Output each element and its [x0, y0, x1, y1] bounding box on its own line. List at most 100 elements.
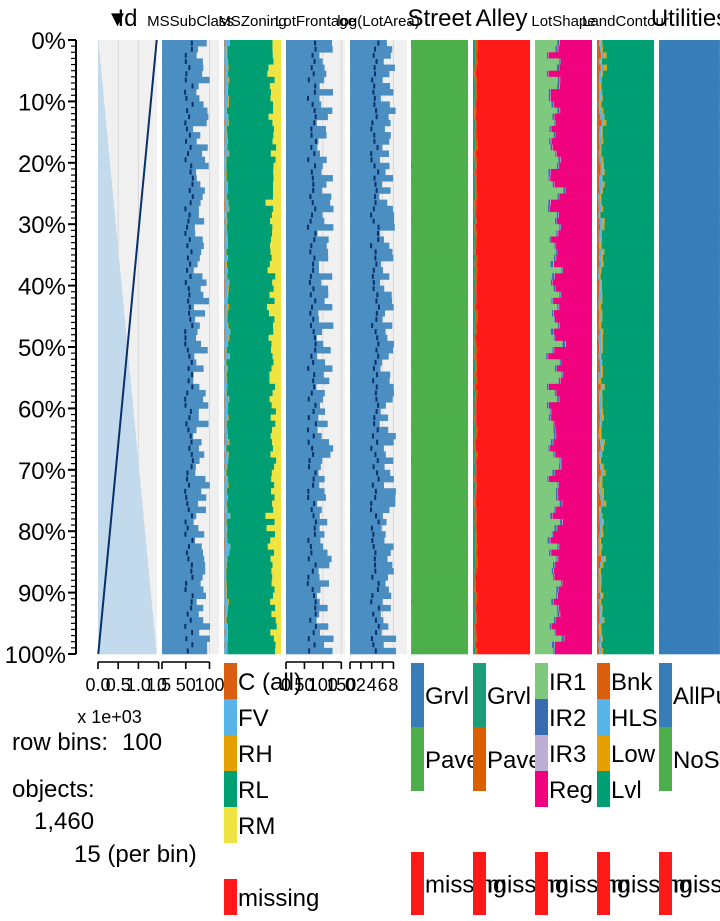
segment-RL	[226, 389, 273, 397]
bar	[162, 506, 206, 514]
segment-missing	[476, 402, 530, 409]
bar	[286, 162, 323, 170]
bar	[286, 138, 319, 145]
segment-Low	[601, 175, 603, 182]
segment-IR2	[551, 531, 553, 538]
bar	[162, 432, 194, 440]
segment-AllPub	[659, 132, 720, 139]
bar	[98, 389, 132, 397]
segment-Lvl	[601, 279, 654, 286]
segment-IR1	[535, 402, 547, 409]
segment-AllPub	[659, 119, 720, 127]
segment-FV	[224, 261, 227, 268]
segment-Low	[602, 162, 604, 170]
segment-AllPub	[659, 236, 720, 243]
segment-FV	[224, 70, 227, 78]
segment-RM	[271, 340, 281, 348]
segment-IR2	[550, 512, 553, 520]
legend-swatch-missing	[659, 852, 672, 915]
segment-RL	[228, 629, 271, 636]
segment-HLS	[598, 641, 601, 649]
segment-RL	[229, 76, 275, 84]
segment-Pave	[411, 150, 468, 157]
segment-IR1	[535, 647, 554, 655]
bar	[162, 297, 210, 305]
bar	[98, 95, 104, 102]
bar	[162, 568, 206, 575]
bar	[162, 95, 200, 102]
segment-Bnk	[597, 537, 599, 544]
segment-Pave	[411, 561, 468, 569]
segment-C (all)	[224, 537, 225, 544]
segment-IR2	[548, 414, 551, 421]
segment-RH	[226, 475, 228, 483]
segment-Lvl	[601, 144, 654, 151]
segment-Pave	[475, 555, 478, 563]
segment-Lvl	[601, 623, 654, 630]
segment-AllPub	[659, 420, 720, 428]
segment-IR2	[551, 310, 554, 317]
segment-Bnk	[597, 574, 599, 581]
segment-IR1	[535, 604, 557, 612]
y-tick-label: 60%	[18, 396, 66, 423]
segment-Low	[601, 125, 603, 133]
segment-RL	[227, 506, 274, 514]
segment-Bnk	[597, 439, 601, 446]
segment-Lvl	[602, 512, 654, 520]
segment-RL	[226, 107, 274, 114]
bar	[350, 168, 386, 176]
bar	[98, 568, 149, 575]
segment-Grvl	[473, 592, 476, 600]
segment-Reg	[555, 132, 592, 139]
segment-Lvl	[601, 629, 654, 636]
bar	[286, 389, 325, 397]
segment-missing	[476, 187, 530, 194]
segment-Grvl	[473, 420, 475, 428]
segment-IR1	[535, 377, 559, 385]
segment-AllPub	[659, 328, 720, 336]
bar	[162, 113, 209, 121]
segment-IR2	[553, 426, 555, 434]
bar	[98, 230, 117, 237]
segment-RM	[270, 347, 281, 354]
x-tick-label: 100	[308, 675, 338, 695]
segment-Bnk	[597, 64, 601, 71]
segment-Pave	[411, 254, 468, 262]
segment-Grvl	[473, 426, 476, 434]
segment-AllPub	[659, 500, 720, 507]
segment-RM	[269, 310, 281, 317]
segment-HLS	[598, 236, 601, 243]
segment-Grvl	[473, 408, 475, 415]
segment-RH	[228, 334, 230, 342]
segment-Pave	[474, 432, 477, 440]
segment-IR1	[535, 285, 554, 293]
segment-Pave	[411, 125, 468, 133]
segment-Pave	[475, 82, 477, 90]
segment-IR2	[550, 328, 554, 336]
segment-FV	[224, 586, 227, 593]
segment-Pave	[411, 267, 468, 274]
segment-Bnk	[597, 463, 601, 471]
segment-AllPub	[659, 451, 720, 458]
segment-Lvl	[603, 414, 654, 421]
segment-RH	[225, 359, 227, 366]
bar	[350, 113, 389, 121]
segment-IR2	[555, 494, 558, 501]
segment-missing	[476, 76, 530, 84]
legend-swatch	[535, 663, 548, 699]
bar	[162, 451, 205, 458]
segment-Pave	[474, 340, 477, 348]
column-panel-7	[535, 40, 592, 655]
segment-HLS	[599, 40, 601, 47]
bar	[286, 76, 325, 84]
segment-IR3	[562, 518, 563, 526]
segment-AllPub	[659, 181, 720, 188]
segment-Pave	[411, 340, 468, 348]
segment-RL	[227, 52, 273, 59]
segment-Pave	[411, 119, 468, 127]
bar	[350, 82, 391, 90]
segment-C (all)	[224, 463, 225, 471]
column-header-9: Utilities	[651, 5, 720, 32]
